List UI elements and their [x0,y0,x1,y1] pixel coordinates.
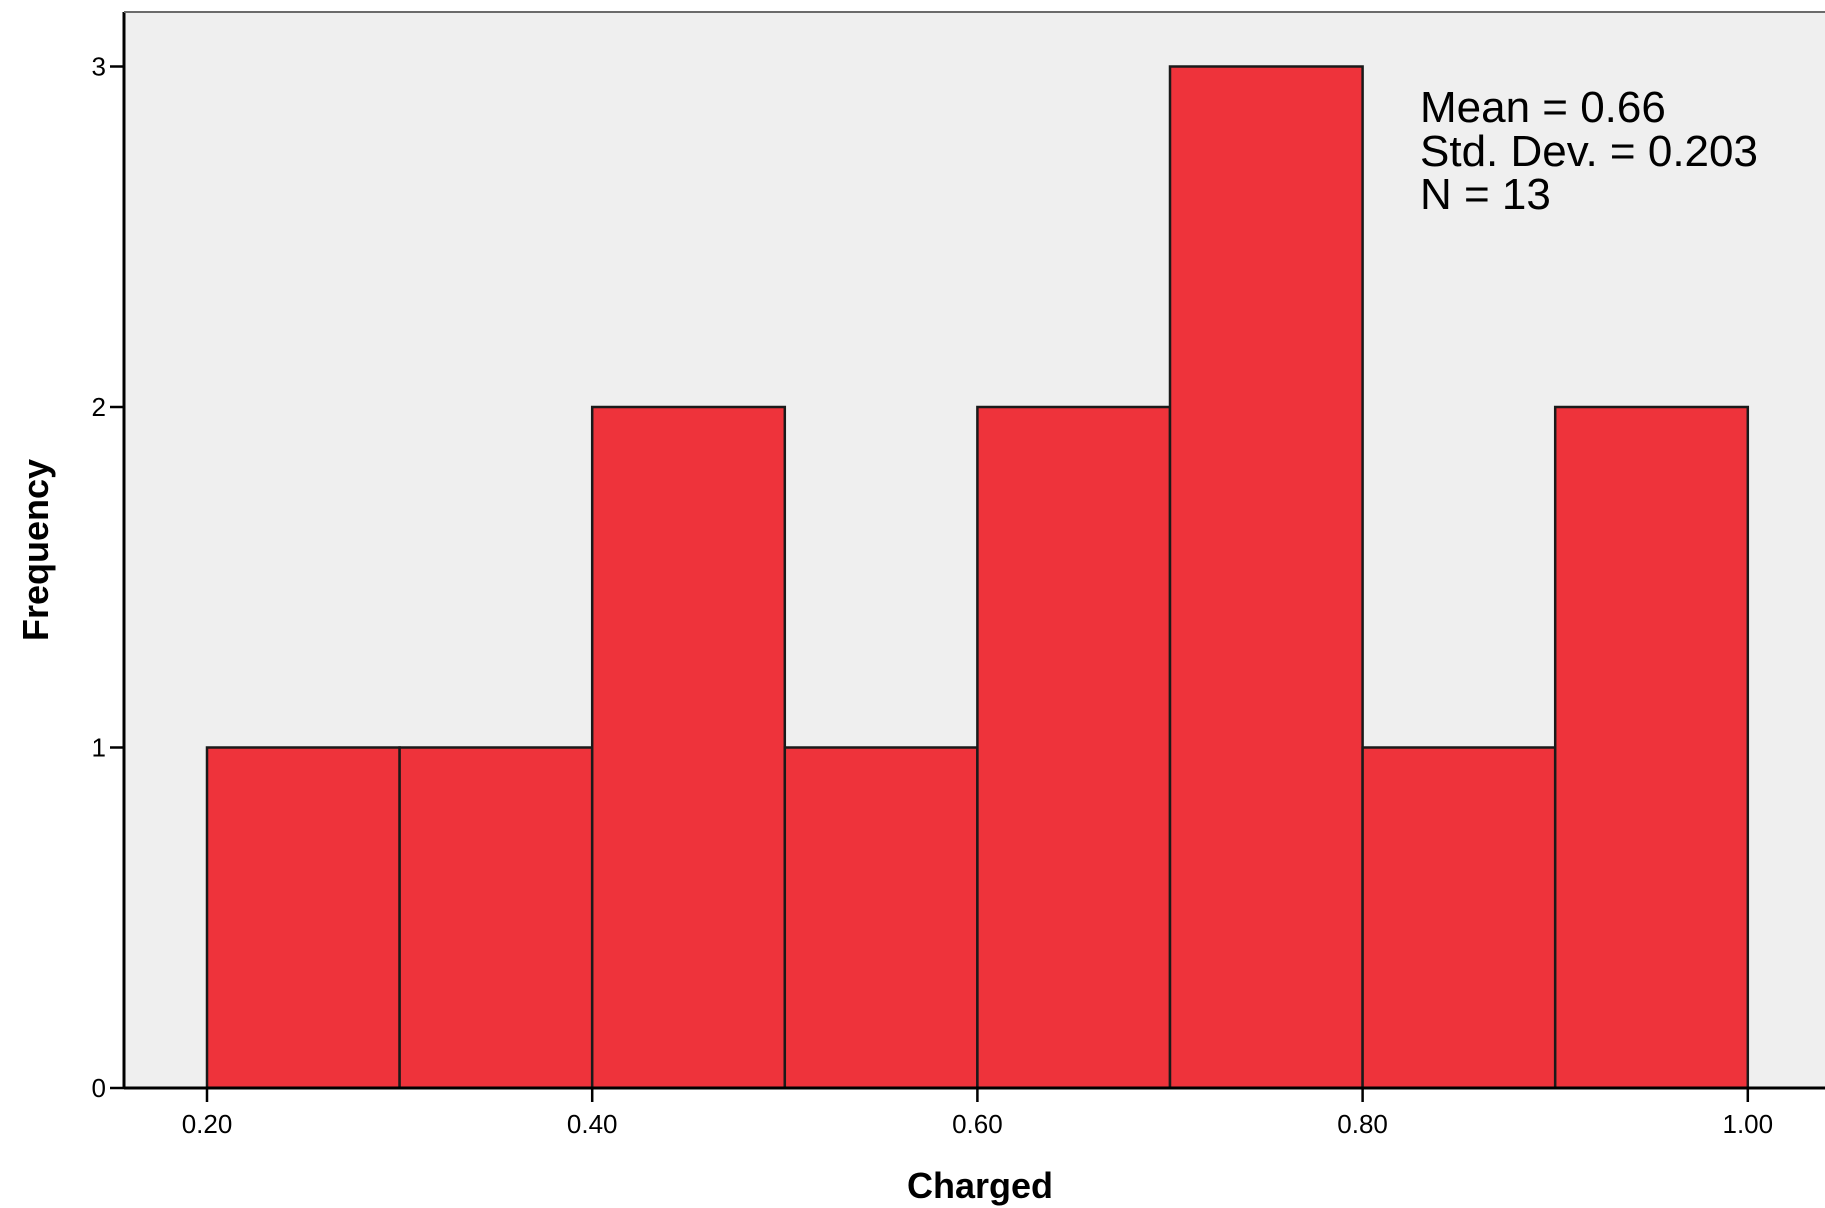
bars-group [205,65,1750,1090]
x-tick-label: 0.80 [1337,1109,1388,1139]
x-tick-label: 0.60 [952,1109,1003,1139]
x-tick-label: 1.00 [1722,1109,1773,1139]
x-ticks-group: 0.20 0.40 0.60 0.80 1.00 [182,1088,1773,1139]
histogram-bar [976,405,1172,1090]
stats-std-dev: Std. Dev. = 0.203 [1420,127,1758,176]
histogram-bar [1361,746,1557,1090]
x-tick-label: 0.40 [567,1109,618,1139]
stats-n: N = 13 [1420,170,1551,219]
x-axis-title: Charged [907,1165,1053,1206]
histogram-bar [590,405,787,1090]
stats-annotation: Mean = 0.66 Std. Dev. = 0.203 N = 13 [1420,83,1758,219]
histogram-bar [783,746,979,1090]
histogram-bar [1553,405,1750,1090]
x-tick-label: 0.20 [182,1109,233,1139]
y-tick-label: 1 [92,733,106,763]
histogram-bar [398,746,594,1090]
y-tick-label: 0 [92,1073,106,1103]
y-tick-label: 3 [92,52,106,82]
y-ticks-group: 0 1 2 3 [92,52,124,1103]
y-axis-title: Frequency [15,459,56,641]
histogram-bar [205,746,401,1090]
stats-mean: Mean = 0.66 [1420,83,1666,132]
y-tick-label: 2 [92,392,106,422]
histogram-bar [1168,65,1364,1090]
